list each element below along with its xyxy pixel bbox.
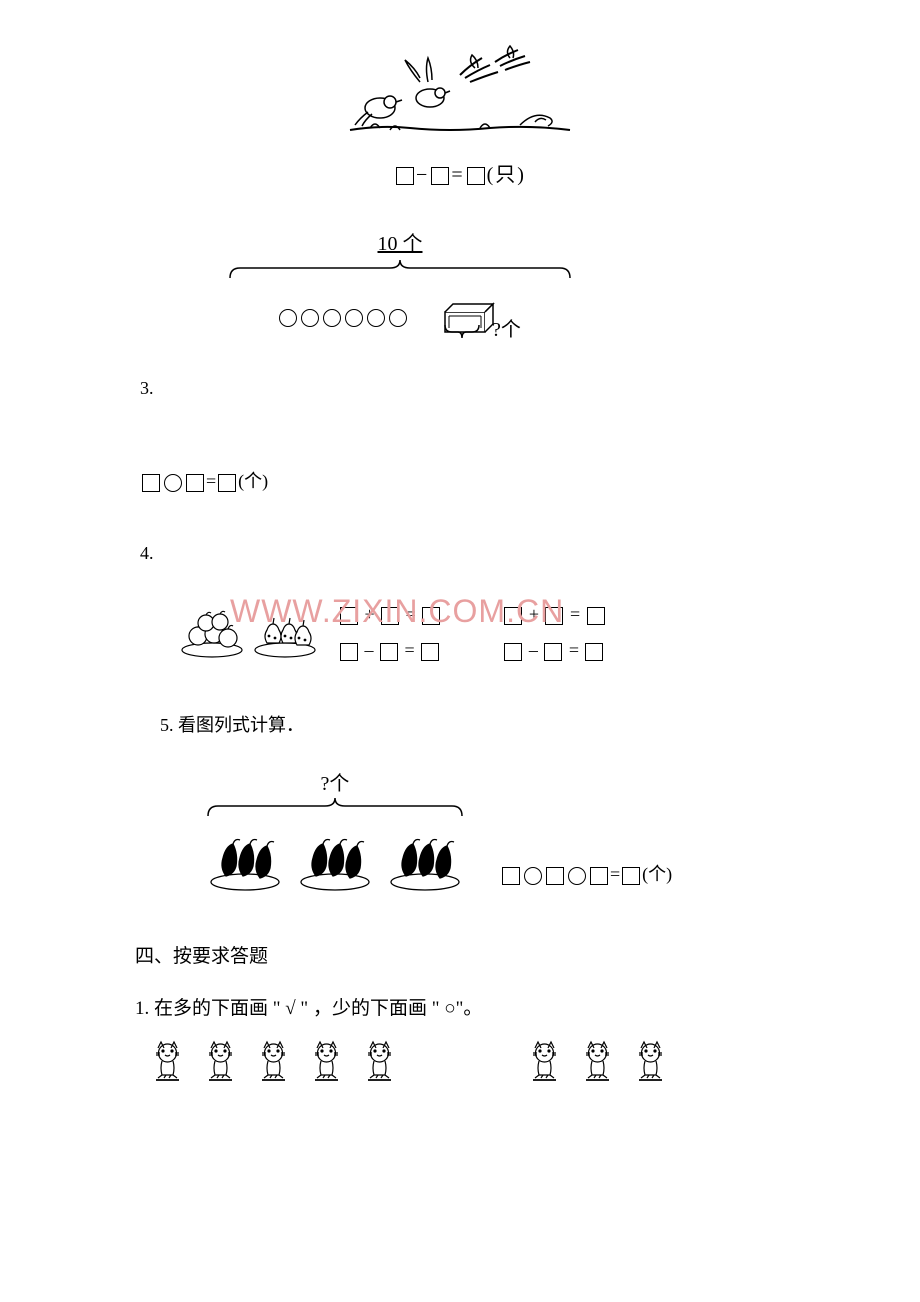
cat-icon [580,1040,615,1082]
equation-sub-1: – = [338,640,442,661]
blank-box [504,643,522,661]
blank-box [587,607,605,625]
cat-icon [203,1040,238,1082]
problem-4-number: 4. [140,543,920,564]
blank-box [381,607,399,625]
pepper-plate-icon [208,826,283,891]
pepper-plate-icon [298,826,373,891]
problem-3-equation: = (个) [140,467,920,493]
unit-label: (个) [238,471,268,491]
problem-5-equation: = (个) [500,860,672,886]
cat-icon [362,1040,397,1082]
blank-box [467,167,485,185]
apple-plate-icon [180,608,245,658]
unit-label: (个) [642,864,672,884]
blank-box [422,607,440,625]
blank-box [340,607,358,625]
blank-box [431,167,449,185]
blank-box [590,867,608,885]
problem-5-figure: ?个 = (个) [200,767,920,891]
problem-3-figure: 10 个 [200,227,600,342]
cat-icon [150,1040,185,1082]
equals-sign: = [206,471,216,491]
cats-comparison [150,1040,920,1082]
cat-group-left [150,1040,397,1082]
plates-group [208,826,463,891]
minus-sign: − [416,164,429,186]
question-label: ?个 [321,767,350,796]
equation-add-2: + = [502,604,606,625]
circle-item [279,309,297,327]
equals-sign: = [451,164,464,186]
blank-box [545,607,563,625]
birds-illustration [320,40,600,150]
problem-3-number: 3. [140,378,154,399]
blank-box [622,867,640,885]
problem-5-title: 5. 看图列式计算． [160,711,920,737]
circle-item [367,309,385,327]
problem-4: 4. WWW.ZIXIN.COM.CN [0,543,920,661]
total-label: 10 个 [200,227,600,256]
circle-item [323,309,341,327]
blank-operator [524,867,542,885]
pear-plate-icon [253,608,318,658]
blank-operator [164,474,182,492]
section-4-q1: 1. 在多的下面画 " √ " ，少的下面画 " ○"。 [135,993,920,1020]
blank-box [502,867,520,885]
unit-label: (只) [487,164,526,186]
blank-box [504,607,522,625]
blank-box [340,643,358,661]
problem-5: 5. 看图列式计算． ?个 = (个) [0,711,920,891]
equals-sign: = [610,864,620,884]
equation-grid: + = – = + = – = [338,604,607,661]
blank-box [421,643,439,661]
cat-icon [527,1040,562,1082]
curly-brace-icon [200,796,470,821]
equation-add-1: + = [338,604,442,625]
blank-box [218,474,236,492]
problem-3: 3. 10 个 [0,227,920,427]
question-label: ?个 [492,313,521,342]
problem-4-content: + = – = + = – = [180,604,920,661]
equation-sub-2: – = [502,640,606,661]
blank-operator [568,867,586,885]
circle-group [279,309,407,327]
cat-icon [633,1040,668,1082]
blank-box [396,167,414,185]
section-4: 四、按要求答题 1. 在多的下面画 " √ " ，少的下面画 " ○"。 [0,941,920,1082]
problem-2: −= (只) [0,40,920,187]
pepper-plate-icon [388,826,463,891]
blank-box [544,643,562,661]
circle-item [389,309,407,327]
items-row: ?个 [200,293,600,342]
cat-group-right [527,1040,668,1082]
blank-box [380,643,398,661]
curly-brace-icon [220,258,580,283]
birds-svg [320,40,600,150]
small-brace-icon [442,322,482,357]
blank-box [546,867,564,885]
problem-2-equation: −= (只) [394,158,526,187]
blank-box [142,474,160,492]
cat-icon [309,1040,344,1082]
section-4-title: 四、按要求答题 [135,941,920,968]
birds-figure: −= (只) [0,40,920,187]
cat-icon [256,1040,291,1082]
blank-box [585,643,603,661]
circle-item [301,309,319,327]
blank-box [186,474,204,492]
circle-item [345,309,363,327]
